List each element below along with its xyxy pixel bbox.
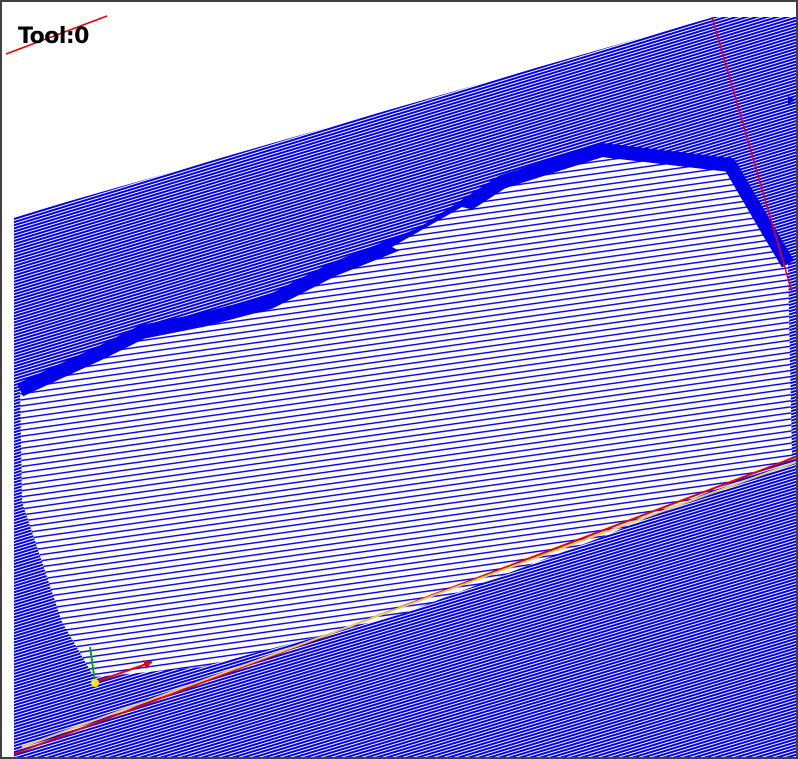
- part-surface: [20, 150, 792, 677]
- axis-gizmo: [89, 646, 153, 687]
- boundary-line: [5, 15, 108, 55]
- pocket: [392, 207, 562, 277]
- marker: [788, 96, 796, 104]
- boundary-line: [21, 461, 796, 748]
- boundary-line: [711, 16, 793, 293]
- steep-wall: [17, 143, 795, 397]
- tool-label: Tool:0: [18, 24, 89, 49]
